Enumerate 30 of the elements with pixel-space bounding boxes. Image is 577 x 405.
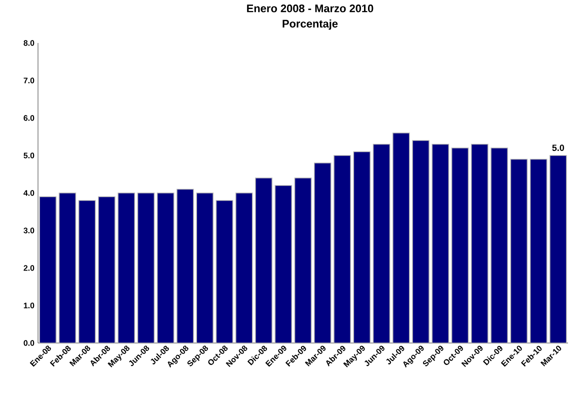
bar: [334, 155, 351, 343]
bar: [530, 158, 548, 343]
bar: [550, 155, 567, 343]
bar: [137, 192, 155, 343]
bar: [255, 178, 272, 343]
bar: [353, 151, 371, 343]
bar: [510, 158, 528, 343]
chart-title: Enero 2008 - Marzo 2010: [247, 4, 374, 12]
bar: [432, 144, 450, 343]
bar: [39, 196, 56, 343]
bar: [412, 140, 430, 343]
bar: [294, 178, 312, 343]
bar: [196, 192, 214, 343]
data-label: 5.0: [552, 144, 564, 151]
bar: [176, 188, 194, 343]
bar: [78, 200, 96, 343]
bar: [58, 192, 76, 343]
bar: [372, 144, 390, 343]
bar: [471, 144, 488, 343]
bar: [392, 132, 410, 343]
bar: [235, 192, 253, 343]
bar: [216, 200, 234, 343]
chart-subtitle: Porcentaje: [282, 20, 338, 30]
bar: [118, 192, 135, 343]
bar: [274, 185, 292, 343]
bar: [156, 192, 174, 343]
bar: [451, 148, 469, 343]
bar: [490, 148, 508, 343]
bar: [314, 162, 332, 343]
bar: [98, 196, 116, 343]
